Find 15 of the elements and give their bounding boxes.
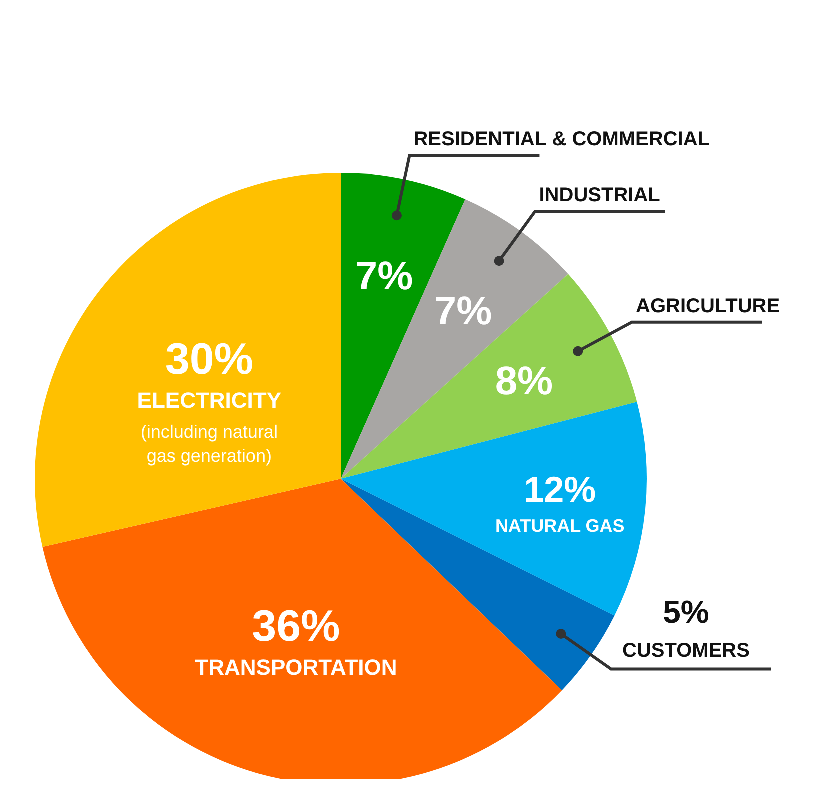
slice-label: NATURAL GAS: [495, 516, 625, 536]
slice-label: TRANSPORTATION: [195, 655, 398, 680]
text: (including natural gas generation): [140, 422, 278, 466]
slice-label: INDUSTRIAL: [539, 184, 660, 207]
data-label: 7%: [434, 290, 492, 334]
slice-label: AGRICULTURE: [636, 295, 780, 318]
data-label: 7%: [355, 254, 414, 298]
data-label: 8%: [495, 359, 554, 404]
data-label: 30%: [165, 335, 254, 384]
data-label: 36%: [252, 602, 340, 652]
slice-label: ELECTRICITY: [137, 388, 282, 414]
slice-label: RESIDENTIAL & COMMERCIAL: [414, 128, 710, 151]
data-label: 12%: [524, 469, 596, 510]
slice-label: CUSTOMERS: [622, 640, 750, 662]
data-label: 5%: [663, 594, 710, 630]
